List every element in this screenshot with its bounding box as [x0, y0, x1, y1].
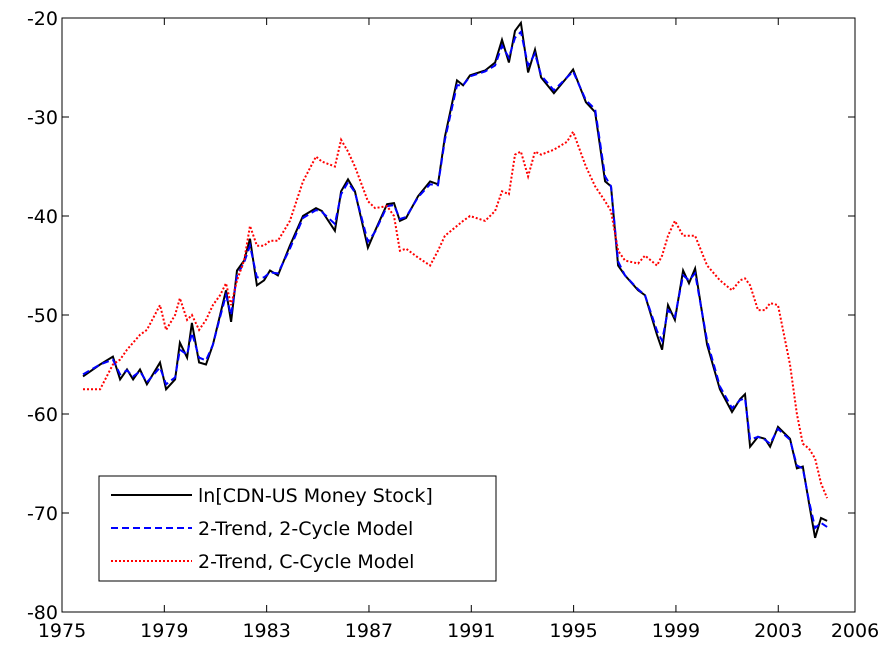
- x-tick-label: 1975: [38, 620, 86, 642]
- x-tick-label: 2003: [754, 620, 802, 642]
- series-line: [82, 29, 828, 530]
- x-tick-label: 1983: [242, 620, 290, 642]
- y-tick-label: -40: [27, 206, 58, 228]
- legend-label: ln[CDN-US Money Stock]: [198, 485, 433, 507]
- x-tick-label: 1991: [447, 620, 495, 642]
- y-tick-label: -20: [27, 8, 58, 30]
- x-tick-label: 1979: [140, 620, 188, 642]
- y-tick-label: -60: [27, 404, 58, 426]
- y-tick-label: -30: [27, 107, 58, 129]
- legend-label: 2-Trend, 2-Cycle Model: [198, 518, 413, 540]
- x-tick-label: 1999: [652, 620, 700, 642]
- y-tick-label: -80: [27, 602, 58, 624]
- legend-box: [98, 475, 497, 582]
- x-tick-label: 2006: [831, 620, 879, 642]
- series-line: [83, 129, 829, 499]
- y-tick-label: -50: [27, 305, 58, 327]
- legend-label: 2-Trend, C-Cycle Model: [198, 551, 414, 573]
- y-tick-label: -70: [27, 503, 58, 525]
- x-tick-label: 1987: [345, 620, 393, 642]
- x-tick-label: 1995: [549, 620, 597, 642]
- series-line: [82, 20, 828, 539]
